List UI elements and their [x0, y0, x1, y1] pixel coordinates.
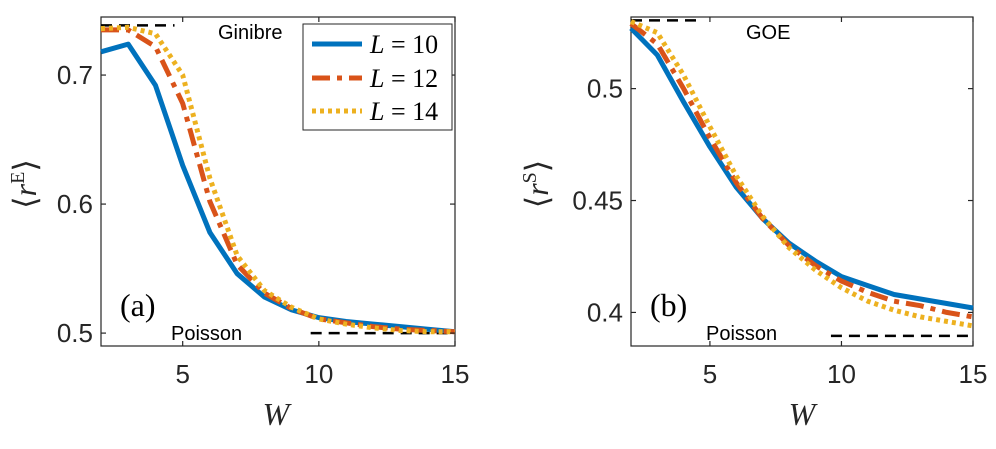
x-tick-label: 10: [304, 359, 333, 389]
poisson-label-a: Poisson: [171, 323, 242, 345]
series-l14-line-a: [100, 24, 455, 335]
y-tick-label: 0.5: [57, 318, 93, 348]
y-axis-label-b: ⟨rS⟩: [519, 160, 555, 209]
legend-label-l12: L = 12: [369, 64, 438, 93]
legend-label-l14: L = 14: [369, 97, 438, 126]
panel-label-b: (b): [650, 287, 687, 323]
x-tick-label: 5: [175, 359, 189, 389]
panel-b: 5 10 15 0.4 0.45 0.5 W ⟨rS⟩ (b) GOE Poisson: [519, 16, 988, 432]
goe-label: GOE: [746, 22, 790, 44]
panel-a: 5 10 15 0.5 0.6 0.7 W ⟨rE⟩ (a) Ginibre Poiss…: [7, 16, 470, 432]
x-tick-label: 15: [441, 359, 470, 389]
axes-box-b: [630, 16, 974, 347]
poisson-label-b: Poisson: [706, 323, 777, 345]
y-axis-label-a: ⟨rE⟩: [7, 159, 43, 209]
y-tick-label: 0.7: [57, 60, 93, 90]
panel-label-a: (a): [120, 287, 156, 323]
x-tick-label: 15: [959, 359, 988, 389]
y-tick-label: 0.6: [57, 189, 93, 219]
x-tick-label: 5: [703, 359, 717, 389]
ginibre-label: Ginibre: [218, 22, 282, 44]
y-tick-label: 0.5: [587, 74, 623, 104]
legend-label-l10: L = 10: [369, 30, 438, 59]
x-tick-label: 10: [827, 359, 856, 389]
y-tick-label: 0.45: [572, 186, 623, 216]
series-l14-line-b: [630, 19, 974, 329]
y-tick-label: 0.4: [587, 297, 623, 327]
series-l10-line-b: [629, 26, 974, 311]
series-l12-line-b: [629, 21, 974, 320]
x-axis-label-a: W: [263, 396, 293, 432]
legend: L = 10 L = 12 L = 14: [302, 23, 453, 131]
x-axis-label-b: W: [789, 396, 819, 432]
